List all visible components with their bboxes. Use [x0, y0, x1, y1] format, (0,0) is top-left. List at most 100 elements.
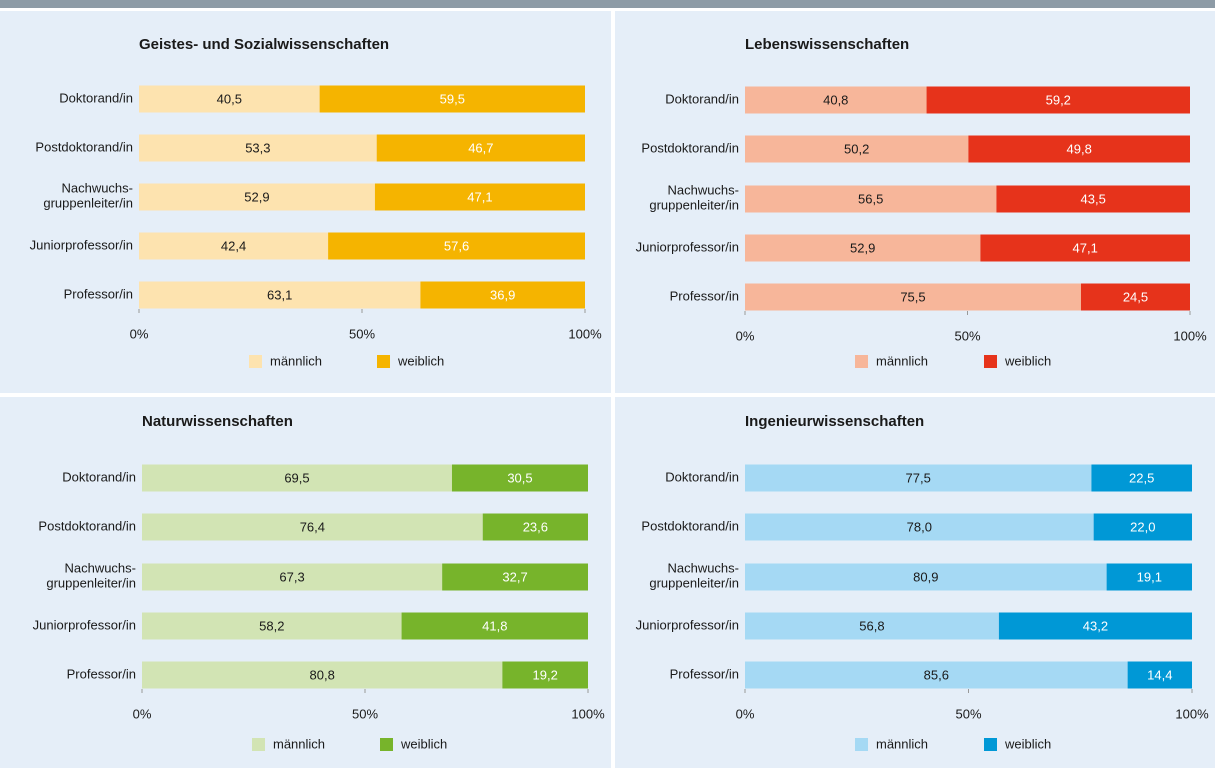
- y-tick-label: Nachwuchs-gruppenleiter/in: [649, 183, 739, 213]
- bar-segment: [745, 283, 1081, 311]
- y-tick-label: Nachwuchs-gruppenleiter/in: [46, 561, 136, 591]
- chart-title: Lebenswissenschaften: [745, 36, 909, 53]
- data-label: 56,5: [858, 191, 883, 206]
- data-label: 24,5: [1123, 289, 1148, 304]
- bar-segment: [502, 661, 588, 689]
- bar-segment: [139, 232, 329, 260]
- data-label: 53,3: [245, 140, 270, 155]
- data-label: 43,5: [1081, 191, 1106, 206]
- bar-segment: [998, 612, 1192, 640]
- bar-segment: [401, 612, 588, 640]
- data-label: 14,4: [1147, 667, 1172, 682]
- bar-segment: [1093, 513, 1192, 541]
- bar-segment: [482, 513, 588, 541]
- data-label: 50,2: [844, 141, 869, 156]
- legend-swatch: [377, 355, 390, 368]
- bar-segment: [745, 612, 999, 640]
- data-label: 30,5: [507, 470, 532, 485]
- bar-segment: [745, 563, 1107, 591]
- y-tick-label: Professor/in: [64, 286, 133, 301]
- data-label: 78,0: [907, 519, 932, 534]
- x-tick-label: 50%: [352, 706, 378, 721]
- y-tick-label: Juniorprofessor/in: [33, 617, 136, 632]
- x-tick-label: 100%: [571, 706, 605, 721]
- bar-segment: [745, 234, 981, 262]
- data-label: 43,2: [1083, 618, 1108, 633]
- chart-title: Geistes- und Sozialwissenschaften: [139, 36, 389, 53]
- bar-segment: [376, 134, 585, 162]
- x-tick-label: 0%: [736, 328, 755, 343]
- bar-segment: [745, 185, 997, 213]
- legend-label: männlich: [270, 353, 322, 368]
- bar-segment: [996, 185, 1190, 213]
- data-label: 75,5: [900, 289, 925, 304]
- chart-title: Ingenieurwissenschaften: [745, 413, 924, 430]
- y-tick-label: Doktorand/in: [62, 469, 136, 484]
- y-tick-label: Doktorand/in: [59, 90, 133, 105]
- legend-swatch: [249, 355, 262, 368]
- data-label: 56,8: [859, 618, 884, 633]
- bar-segment: [1106, 563, 1192, 591]
- chart-title: Naturwissenschaften: [142, 413, 293, 430]
- x-tick-label: 50%: [954, 328, 980, 343]
- bar-segment: [142, 513, 483, 541]
- bar-segment: [142, 464, 452, 492]
- data-label: 59,2: [1046, 92, 1071, 107]
- y-tick-label: Professor/in: [67, 666, 136, 681]
- data-label: 19,1: [1137, 569, 1162, 584]
- x-tick-label: 50%: [349, 326, 375, 341]
- bar-segment: [745, 513, 1094, 541]
- data-label: 47,1: [467, 189, 492, 204]
- bar-segment: [142, 563, 443, 591]
- bar-segment: [142, 612, 402, 640]
- y-tick-label: Postdoktorand/in: [35, 139, 133, 154]
- bar-segment: [926, 86, 1190, 114]
- data-label: 76,4: [300, 519, 325, 534]
- bar-segment: [968, 135, 1190, 163]
- y-tick-label: Juniorprofessor/in: [636, 617, 739, 632]
- data-label: 19,2: [533, 667, 558, 682]
- data-label: 42,4: [221, 238, 246, 253]
- legend-swatch: [380, 738, 393, 751]
- legend-label: männlich: [273, 736, 325, 751]
- bar-segment: [745, 464, 1092, 492]
- y-tick-label: Postdoktorand/in: [641, 518, 739, 533]
- data-label: 59,5: [440, 91, 465, 106]
- data-label: 40,5: [217, 91, 242, 106]
- bar-segment: [139, 85, 320, 113]
- bar-segment: [1127, 661, 1192, 689]
- data-label: 58,2: [259, 618, 284, 633]
- data-label: 49,8: [1067, 141, 1092, 156]
- data-label: 36,9: [490, 287, 515, 302]
- legend-label: weiblich: [1004, 736, 1051, 751]
- y-tick-label: Nachwuchs-gruppenleiter/in: [649, 561, 739, 591]
- y-tick-label: Doktorand/in: [665, 91, 739, 106]
- bar-segment: [745, 86, 927, 114]
- data-label: 63,1: [267, 287, 292, 302]
- bar-segment: [1091, 464, 1192, 492]
- y-tick-label: Professor/in: [670, 288, 739, 303]
- legend-label: weiblich: [400, 736, 447, 751]
- data-label: 80,9: [913, 569, 938, 584]
- y-tick-label: Doktorand/in: [665, 469, 739, 484]
- bar-segment: [420, 281, 585, 309]
- legend-label: weiblich: [1004, 353, 1051, 368]
- legend-label: männlich: [876, 736, 928, 751]
- data-label: 41,8: [482, 618, 507, 633]
- bar-segment: [328, 232, 585, 260]
- legend-swatch: [984, 738, 997, 751]
- data-label: 57,6: [444, 238, 469, 253]
- x-tick-label: 0%: [736, 706, 755, 721]
- bar-segment: [142, 661, 503, 689]
- bar-segment: [1080, 283, 1190, 311]
- y-tick-label: Juniorprofessor/in: [30, 237, 133, 252]
- bar-segment: [451, 464, 588, 492]
- data-label: 80,8: [310, 667, 335, 682]
- x-tick-label: 0%: [130, 326, 149, 341]
- data-label: 52,9: [244, 189, 269, 204]
- legend-label: weiblich: [397, 353, 444, 368]
- data-label: 85,6: [924, 667, 949, 682]
- x-tick-label: 0%: [133, 706, 152, 721]
- x-tick-label: 100%: [1173, 328, 1207, 343]
